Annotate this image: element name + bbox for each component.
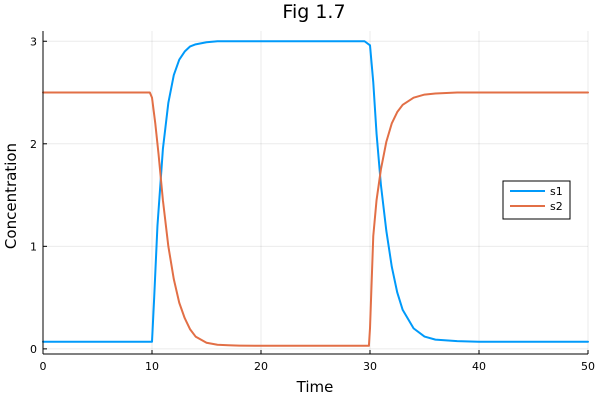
x-axis-label: Time <box>296 378 334 396</box>
tick-labels: 0 10 20 30 40 50 0 1 2 3 <box>30 35 595 373</box>
y-tick-label: 0 <box>30 343 37 356</box>
series-layer <box>42 40 589 347</box>
series-line-s1 <box>42 40 589 343</box>
axes <box>42 31 589 355</box>
grid <box>42 31 589 354</box>
y-tick-label: 1 <box>30 240 37 253</box>
y-tick-label: 3 <box>30 35 37 48</box>
x-tick-label: 0 <box>40 360 47 373</box>
x-tick-label: 40 <box>472 360 486 373</box>
x-tick-label: 30 <box>363 360 377 373</box>
legend-label-s1: s1 <box>550 185 563 198</box>
y-tick-label: 2 <box>30 138 37 151</box>
x-tick-label: 20 <box>254 360 268 373</box>
series-line-s2 <box>42 91 589 347</box>
legend-label-s2: s2 <box>550 200 563 213</box>
x-tick-label: 10 <box>145 360 159 373</box>
chart-title: Fig 1.7 <box>282 1 345 23</box>
legend-box <box>502 180 571 220</box>
x-tick-label: 50 <box>581 360 595 373</box>
y-axis-label: Concentration <box>2 143 20 249</box>
